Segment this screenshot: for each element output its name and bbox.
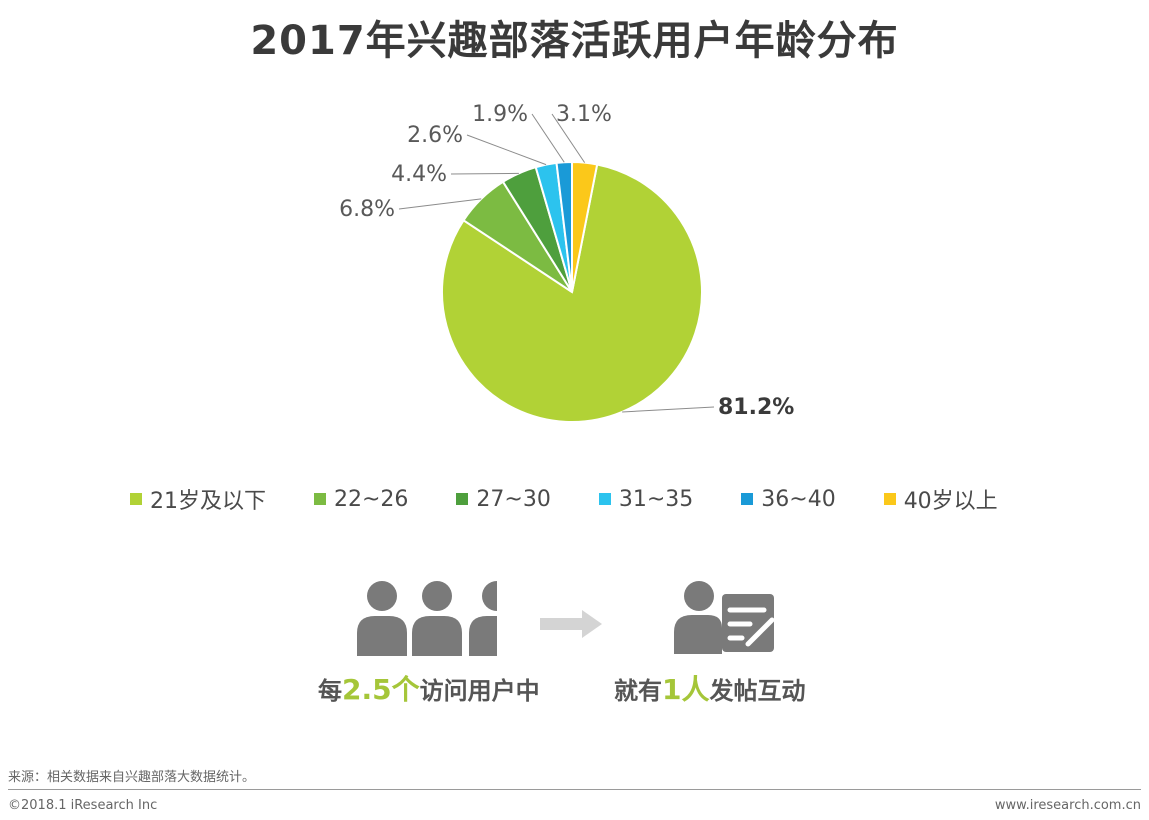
slice-label-0: 81.2% xyxy=(718,395,794,420)
legend-swatch xyxy=(130,493,142,505)
slice-label-1: 6.8% xyxy=(339,197,395,222)
visitor-stat-post: 访问用户中 xyxy=(419,677,540,705)
legend-item-1: 22~26 xyxy=(314,483,408,515)
chart-legend: 21岁及以下 22~26 27~30 31~35 36~40 40岁以上 xyxy=(130,483,1080,515)
legend-label: 27~30 xyxy=(476,486,551,512)
poster-stat-post: 发帖互动 xyxy=(709,677,806,705)
legend-label: 40岁以上 xyxy=(903,489,998,514)
legend-swatch xyxy=(456,493,469,505)
leader-line-3 xyxy=(466,134,547,166)
website-link[interactable]: www.iresearch.com.cn xyxy=(994,798,1141,813)
people-group-icon xyxy=(357,581,497,656)
slice-label-2: 4.4% xyxy=(391,162,447,187)
poster-stat-pre: 就有 xyxy=(614,677,662,705)
copyright: ©2018.1 iResearch Inc xyxy=(8,798,158,813)
legend-label: 36~40 xyxy=(761,486,836,512)
poster-stat: 就有1人发帖互动 xyxy=(614,668,805,708)
legend-swatch xyxy=(883,493,896,505)
leader-line-1 xyxy=(398,198,482,210)
legend-item-0: 21岁及以下 xyxy=(130,483,266,515)
chart-title: 2017年兴趣部落活跃用户年龄分布 xyxy=(250,18,899,64)
legend-item-2: 27~30 xyxy=(456,483,551,515)
pie-chart: 81.2% 6.8% 4.4% 2.6% 1.9% 3.1% xyxy=(339,102,794,423)
visitor-stat-number: 2.5个 xyxy=(342,673,420,706)
slice-label-4: 1.9% xyxy=(472,102,528,127)
slice-label-3: 2.6% xyxy=(407,123,463,148)
legend-label: 22~26 xyxy=(334,486,409,512)
legend-item-4: 36~40 xyxy=(741,483,836,515)
leader-line-0 xyxy=(622,406,715,413)
legend-swatch xyxy=(741,493,754,505)
visitor-stat: 每2.5个访问用户中 xyxy=(318,668,540,708)
poster-stat-number: 1人 xyxy=(662,673,710,706)
leader-line-5 xyxy=(551,113,586,163)
leader-line-2 xyxy=(450,172,519,175)
legend-swatch xyxy=(598,493,611,505)
footer-divider xyxy=(8,789,1141,790)
user-posting-icon xyxy=(674,581,775,654)
visitor-stat-pre: 每 xyxy=(318,677,342,705)
source-note: 来源：相关数据来自兴趣部落大数据统计。 xyxy=(8,770,256,785)
arrow-right-icon xyxy=(540,610,602,638)
leader-line-4 xyxy=(531,113,565,163)
legend-item-5: 40岁以上 xyxy=(883,483,998,515)
legend-label: 21岁及以下 xyxy=(150,489,266,514)
legend-swatch xyxy=(314,493,326,505)
legend-item-3: 31~35 xyxy=(598,483,694,515)
legend-label: 31~35 xyxy=(618,486,694,512)
slice-label-5: 3.1% xyxy=(556,102,612,127)
